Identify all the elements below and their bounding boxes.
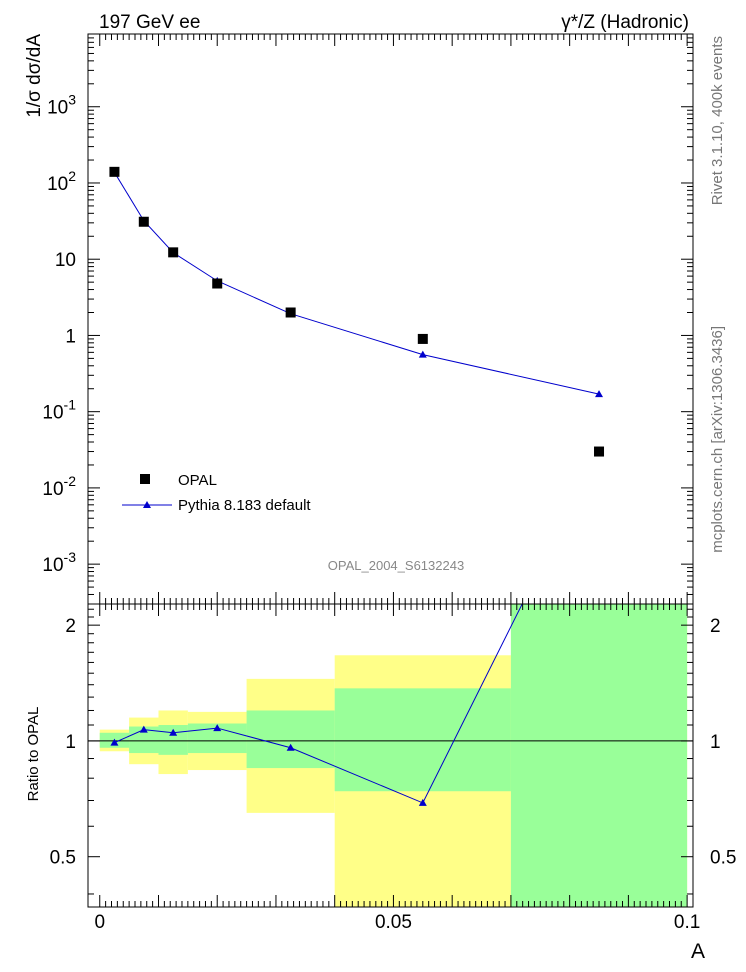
ratio-y-tick-label-right: 1 [710,732,721,753]
main-axis-ticks [88,33,693,605]
data-point [285,307,296,318]
ratio-y-tick-label: 1 [65,732,76,753]
process-label: γ*/Z (Hadronic) [561,12,689,33]
ratio-axis-ticks [88,604,693,907]
ratio-frame [87,603,694,908]
x-tick-label: 0.1 [674,912,700,933]
main-y-tick-label: 102 [47,168,76,195]
mc-series [110,168,604,398]
ratio-point [213,724,222,732]
x-tick-label: 0 [94,912,105,933]
ratio-y-tick-label: 2 [65,616,76,637]
ratio-x-tick-labels: 0 0.05 0.1 [94,912,700,933]
ratio-point [169,728,178,736]
data-point [594,446,605,457]
ratio-band-inner [510,604,688,907]
mc-point [418,350,427,358]
main-y-tick-label: 103 [47,92,76,119]
ratio-point [110,738,119,746]
ratio-y-tick-labels: 0.5 0.5 1 1 2 2 [50,616,737,869]
rivet-label: Rivet 3.1.10, 400k events [709,36,726,205]
mcplots-label: mcplots.cern.ch [arXiv:1306.3436] [709,326,726,553]
main-y-tick-label: 10-1 [42,397,76,424]
x-axis-label: A [691,940,705,963]
data-point [212,278,223,289]
data-series [109,166,605,457]
analysis-watermark: OPAL_2004_S6132243 [328,558,464,573]
main-y-tick-labels: 10-3 10-2 10-1 1 10 102 103 [42,92,76,576]
ratio-point [286,743,295,751]
main-y-tick-label: 10-2 [42,473,76,500]
ratio-y-tick-label: 0.5 [50,848,76,869]
data-point [417,333,428,344]
main-y-tick-label: 1 [65,326,76,347]
ratio-y-axis-label: Ratio to OPAL [25,707,42,802]
ratio-series-clip [110,604,523,806]
ratio-point [418,798,427,806]
legend-marker-opal [140,474,150,484]
main-y-tick-label: 10-3 [42,549,76,576]
main-panel: 10-3 10-2 10-1 1 10 102 103 1/σ dσ/dA OPAL_200… [24,33,694,605]
data-point [138,216,149,227]
ratio-band-inner [246,710,335,769]
legend-label-opal: OPAL [178,472,217,489]
ratio-point [139,725,148,733]
legend-label-pythia: Pythia 8.183 default [178,497,311,514]
x-tick-label: 0.05 [375,912,412,933]
legend: OPAL Pythia 8.183 default [122,472,311,514]
legend-marker-pythia [143,501,151,508]
main-y-axis-label: 1/σ dσ/dA [24,34,45,118]
ratio-y-tick-label-right: 2 [710,616,721,637]
mc-point [595,390,604,398]
ratio-panel: 0.5 0.5 1 1 2 2 0 0.05 0.1 Ratio to OPAL A [25,603,737,963]
ratio-uncertainty-bands [99,604,688,907]
ratio-band-inner [334,688,511,792]
data-point [168,247,179,258]
ratio-y-tick-label-right: 0.5 [710,848,736,869]
main-frame [87,33,694,605]
data-point [109,166,120,177]
ratio-series [110,604,523,806]
mc-line [114,172,600,395]
main-y-tick-label: 10 [55,250,76,271]
energy-label: 197 GeV ee [99,12,200,33]
